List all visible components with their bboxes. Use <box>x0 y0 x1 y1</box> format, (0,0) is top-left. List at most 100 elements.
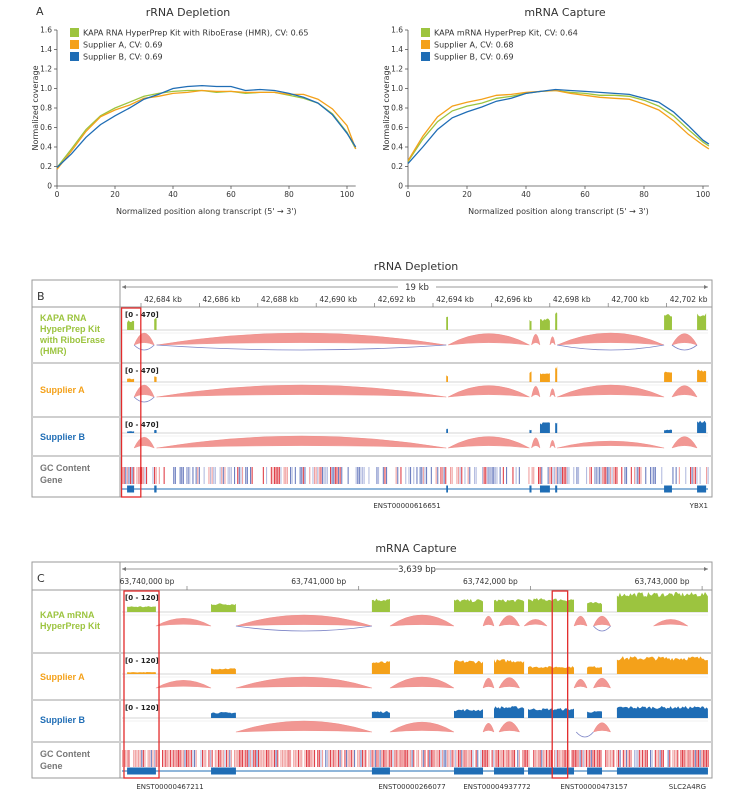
gc-content-bar <box>221 750 223 767</box>
gc-content-bar <box>614 467 616 484</box>
y-tick-label: 1.2 <box>391 65 403 74</box>
gc-content-bar <box>182 750 184 767</box>
gc-content-bar <box>650 750 652 767</box>
gc-content-bar <box>285 750 287 767</box>
splice-junction-arc <box>523 619 548 627</box>
gene-exon <box>127 767 156 775</box>
gc-content-bar <box>669 750 671 767</box>
gc-content-bar <box>686 750 688 767</box>
minus-strand-junction-arc <box>235 625 372 632</box>
gc-content-bar <box>504 750 506 767</box>
gc-content-bar <box>462 750 464 767</box>
gc-content-bar <box>325 467 327 484</box>
coordinate-label: 63,740,000 bp <box>120 577 175 586</box>
panel-a-label: A <box>36 5 44 18</box>
gc-content-bar <box>494 467 496 484</box>
gc-content-bar <box>317 750 319 767</box>
coverage-peak <box>555 366 558 382</box>
gc-content-bar <box>408 467 410 484</box>
y-axis-label: Normalized coverage <box>31 65 40 150</box>
y-tick-label: 1.0 <box>40 84 52 93</box>
gc-content-bar <box>222 467 224 484</box>
gc-content-bar <box>480 750 482 767</box>
x-tick-label: 100 <box>340 190 355 199</box>
gc-content-bar <box>435 750 437 767</box>
gc-content-bar <box>229 750 231 767</box>
gc-content-bar <box>706 750 708 767</box>
gc-content-bar <box>347 467 349 484</box>
gc-content-bar <box>387 750 389 767</box>
coverage-peak <box>555 422 558 433</box>
gc-content-bar <box>334 750 336 767</box>
gc-content-bar <box>605 467 607 484</box>
gc-content-bar <box>395 750 397 767</box>
gc-content-bar <box>307 750 309 767</box>
splice-junction-arc <box>573 615 588 627</box>
gc-content-bar <box>621 467 623 484</box>
gc-content-bar <box>443 750 445 767</box>
gc-content-bar <box>672 467 674 484</box>
gc-content-bar <box>150 750 152 767</box>
gc-content-bar <box>528 467 530 484</box>
gc-content-bar <box>459 467 461 484</box>
gc-content-bar <box>442 750 444 767</box>
gc-content-bar <box>706 467 708 484</box>
gc-content-bar <box>610 467 612 484</box>
coordinate-label: 42,702 kb <box>670 295 708 304</box>
gc-content-bar <box>270 467 272 484</box>
splice-junction-arc <box>482 723 495 733</box>
gc-content-bar <box>278 467 280 484</box>
gc-content-bar <box>699 750 701 767</box>
coordinate-label: 42,684 kb <box>144 295 182 304</box>
gc-content-bar <box>422 467 424 484</box>
gc-content-bar <box>488 750 490 767</box>
splice-junction-arc <box>447 436 530 449</box>
legend-swatch <box>421 40 430 49</box>
gc-content-bar <box>630 467 632 484</box>
gc-content-bar <box>541 467 543 484</box>
gc-content-bar <box>534 750 536 767</box>
gc-content-bar <box>427 750 429 767</box>
gc-content-bar <box>461 750 463 767</box>
y-tick-label: 0.4 <box>391 143 403 152</box>
gc-content-bar <box>685 750 687 767</box>
gc-content-bar <box>210 750 212 767</box>
gc-content-bar <box>619 750 621 767</box>
gc-content-bar <box>584 750 586 767</box>
gene-exon <box>616 767 708 775</box>
series-line <box>407 88 710 165</box>
gc-content-bar <box>165 750 167 767</box>
x-tick-label: 20 <box>110 190 120 199</box>
gc-content-bar <box>144 467 146 484</box>
gc-content-bar <box>651 750 653 767</box>
gc-content-bar <box>224 467 226 484</box>
gc-content-bar <box>304 750 306 767</box>
gc-content-bar <box>221 467 223 484</box>
gc-content-bar <box>456 750 458 767</box>
gc-content-bar <box>635 467 637 484</box>
gc-content-bar <box>594 467 596 484</box>
legend-label: KAPA mRNA HyperPrep Kit, CV: 0.64 <box>434 29 578 38</box>
gc-content-bar <box>629 750 631 767</box>
gc-content-bar <box>437 750 439 767</box>
y-tick-label: 0.6 <box>40 123 52 132</box>
gc-content-bar <box>251 467 253 484</box>
gc-content-bar <box>565 750 567 767</box>
gc-content-bar <box>235 750 237 767</box>
gc-content-bar <box>475 750 477 767</box>
gc-content-bar <box>394 750 396 767</box>
splice-junction-arc <box>235 676 372 689</box>
gc-content-bar <box>645 750 647 767</box>
x-tick-label: 60 <box>580 190 590 199</box>
gc-content-bar <box>152 467 154 484</box>
gc-content-bar <box>141 467 143 484</box>
gc-content-label: GC Content <box>40 749 90 759</box>
gc-content-bar <box>389 750 391 767</box>
highlight-box <box>551 590 569 779</box>
splice-junction-arc <box>482 677 495 689</box>
minus-strand-junction-arc <box>575 731 594 738</box>
gc-content-bar <box>362 750 364 767</box>
gc-content-bar <box>594 750 596 767</box>
coverage-peak <box>697 313 707 330</box>
gc-content-bar <box>571 750 573 767</box>
